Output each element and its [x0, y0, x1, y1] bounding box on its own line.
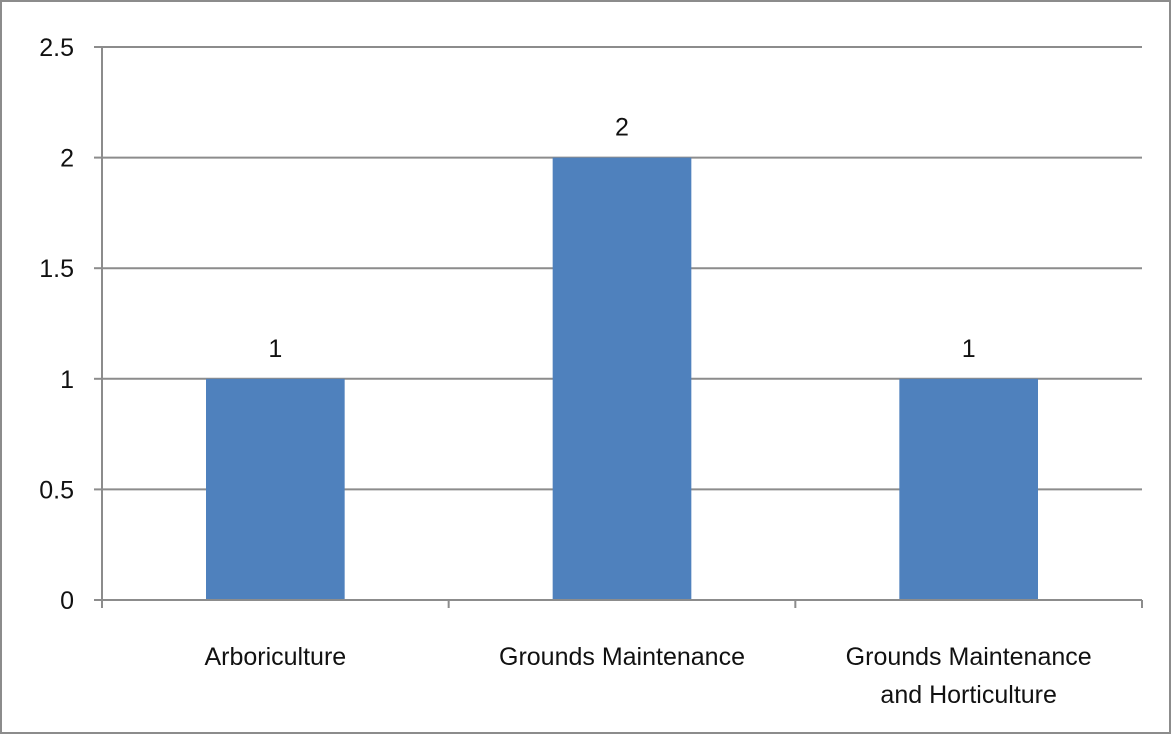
- bars: [206, 157, 1038, 600]
- x-category-label-line: Grounds Maintenance: [846, 643, 1092, 671]
- axes: [94, 46, 1143, 608]
- x-category-label-line: and Horticulture: [880, 681, 1056, 709]
- x-category-label: Grounds Maintenance and Horticulture: [846, 643, 1092, 709]
- y-tick-label: 0.5: [39, 476, 74, 504]
- x-category-label: Grounds Maintenance: [499, 643, 745, 671]
- bar: [899, 378, 1038, 600]
- bar-data-label: 1: [962, 335, 976, 363]
- y-tick-label: 2.5: [39, 34, 74, 62]
- bar-data-label: 1: [268, 335, 282, 363]
- bar-data-label: 2: [615, 114, 629, 142]
- x-category-label-line: Arboriculture: [204, 643, 346, 671]
- bar: [552, 157, 692, 600]
- y-tick-label: 1.5: [39, 255, 74, 283]
- x-category-label: Arboriculture: [204, 643, 346, 671]
- y-tick-label: 2: [60, 145, 74, 173]
- y-tick-label: 0: [60, 587, 74, 615]
- x-category-label-line: Grounds Maintenance: [499, 643, 745, 671]
- labels: 0 0.5 1 1.5 2 2.5 1 2 1 Arboriculture Grounds Main…: [39, 34, 1091, 709]
- y-tick-label: 1: [60, 366, 74, 394]
- bar: [206, 378, 345, 600]
